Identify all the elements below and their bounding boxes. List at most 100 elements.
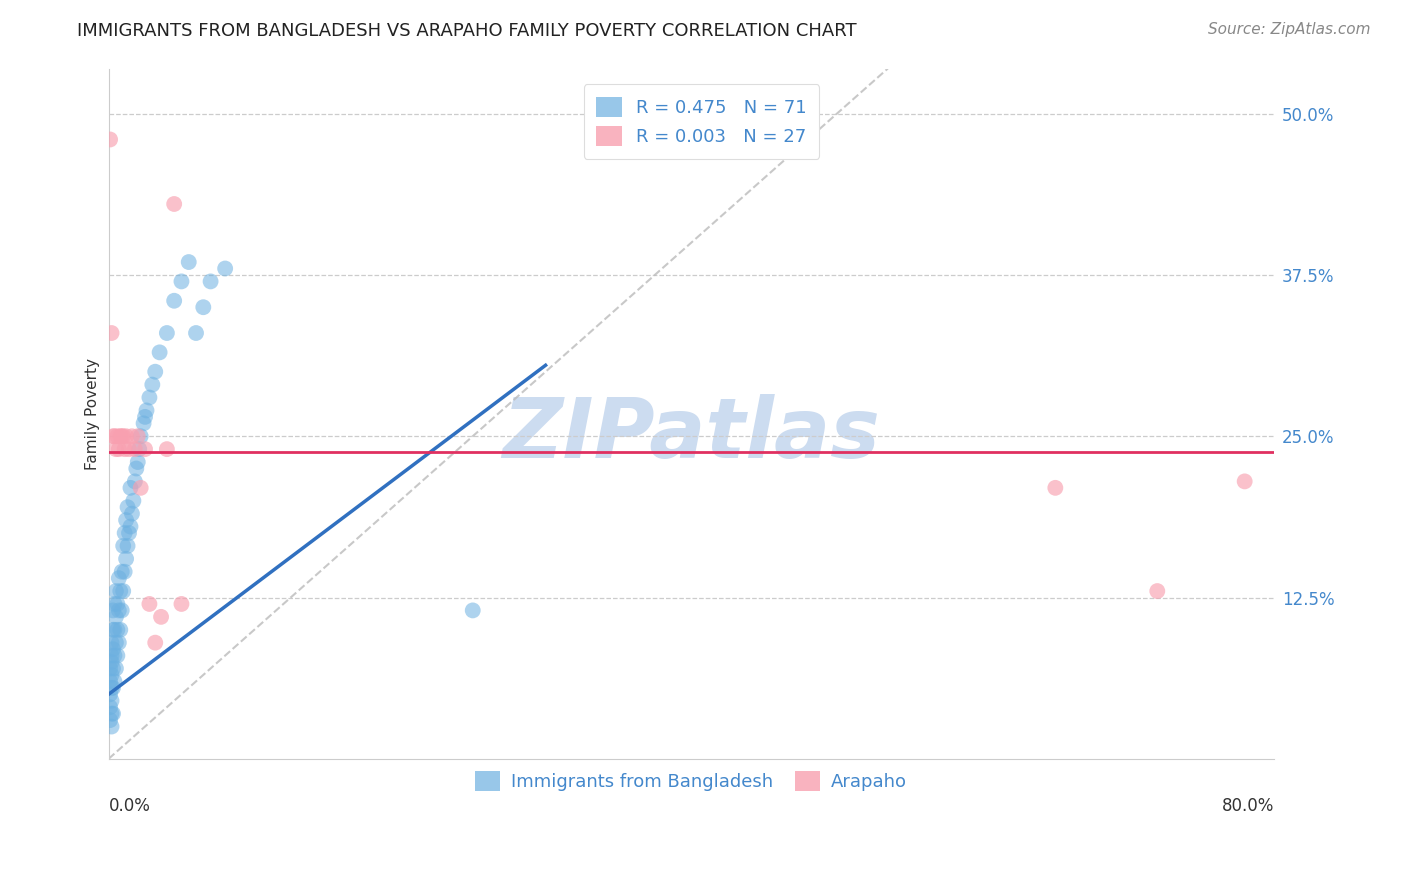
Point (121, 429, 143, 443)
Point (127, 455, 149, 469)
Point (101, 681, 124, 695)
Point (163, 293, 186, 308)
Point (105, 623, 128, 637)
Point (117, 539, 139, 553)
Point (1146, 584, 1168, 599)
Text: IMMIGRANTS FROM BANGLADESH VS ARAPAHO FAMILY POVERTY CORRELATION CHART: IMMIGRANTS FROM BANGLADESH VS ARAPAHO FA… (77, 22, 856, 40)
Point (112, 429, 135, 443)
Point (114, 565, 136, 579)
Point (120, 481, 142, 495)
Point (104, 584, 127, 599)
Point (101, 706, 124, 721)
Point (143, 365, 166, 379)
Point (100, 694, 122, 708)
Point (128, 442, 150, 457)
Point (110, 429, 132, 443)
Point (100, 706, 122, 721)
Text: ZIPatlas: ZIPatlas (502, 394, 880, 475)
Text: Source: ZipAtlas.com: Source: ZipAtlas.com (1208, 22, 1371, 37)
Point (129, 481, 152, 495)
Point (138, 597, 160, 611)
Point (132, 417, 155, 431)
Point (111, 565, 134, 579)
Point (114, 442, 136, 457)
Point (170, 597, 193, 611)
Point (101, 429, 124, 443)
Point (100, 326, 122, 340)
Point (112, 584, 135, 599)
Point (193, 300, 215, 314)
Point (177, 255, 200, 269)
Point (105, 597, 128, 611)
Point (214, 261, 236, 276)
Point (184, 326, 207, 340)
Point (115, 429, 138, 443)
Point (108, 635, 131, 649)
Point (124, 442, 146, 457)
Point (101, 603, 124, 617)
Point (98, 132, 121, 146)
Point (111, 603, 134, 617)
Point (98, 687, 121, 701)
Point (143, 635, 166, 649)
Point (115, 513, 138, 527)
Point (103, 429, 125, 443)
Text: 0.0%: 0.0% (108, 797, 150, 814)
Point (100, 648, 122, 663)
Point (108, 603, 131, 617)
Point (170, 274, 193, 288)
Point (104, 610, 127, 624)
Point (100, 668, 122, 682)
Point (138, 391, 160, 405)
Text: 80.0%: 80.0% (1222, 797, 1274, 814)
Legend: Immigrants from Bangladesh, Arapaho: Immigrants from Bangladesh, Arapaho (468, 764, 914, 798)
Point (127, 429, 149, 443)
Point (163, 197, 186, 211)
Point (100, 655, 122, 669)
Point (101, 623, 124, 637)
Point (98, 713, 121, 727)
Point (461, 603, 484, 617)
Point (118, 442, 141, 457)
Point (105, 429, 128, 443)
Point (98, 700, 121, 714)
Point (156, 442, 179, 457)
Point (108, 442, 131, 457)
Point (112, 539, 135, 553)
Point (101, 661, 124, 675)
Point (104, 635, 127, 649)
Point (1233, 475, 1256, 489)
Point (98, 674, 121, 689)
Point (103, 597, 125, 611)
Point (134, 442, 156, 457)
Point (100, 719, 122, 733)
Point (105, 648, 128, 663)
Point (117, 500, 139, 515)
Point (103, 648, 125, 663)
Point (118, 526, 141, 541)
Point (111, 429, 134, 443)
Point (200, 274, 222, 288)
Point (114, 526, 136, 541)
Point (100, 635, 122, 649)
Point (103, 623, 125, 637)
Point (124, 475, 146, 489)
Point (120, 519, 142, 533)
Point (100, 681, 122, 695)
Point (1045, 481, 1067, 495)
Point (98, 661, 121, 675)
Point (135, 403, 157, 417)
Point (110, 584, 132, 599)
Point (156, 326, 179, 340)
Point (110, 623, 132, 637)
Point (103, 674, 125, 689)
Point (141, 377, 163, 392)
Point (101, 642, 124, 657)
Point (104, 442, 127, 457)
Point (149, 345, 172, 359)
Point (134, 409, 156, 424)
Point (104, 661, 127, 675)
Point (129, 429, 152, 443)
Point (125, 461, 148, 475)
Y-axis label: Family Poverty: Family Poverty (86, 358, 100, 470)
